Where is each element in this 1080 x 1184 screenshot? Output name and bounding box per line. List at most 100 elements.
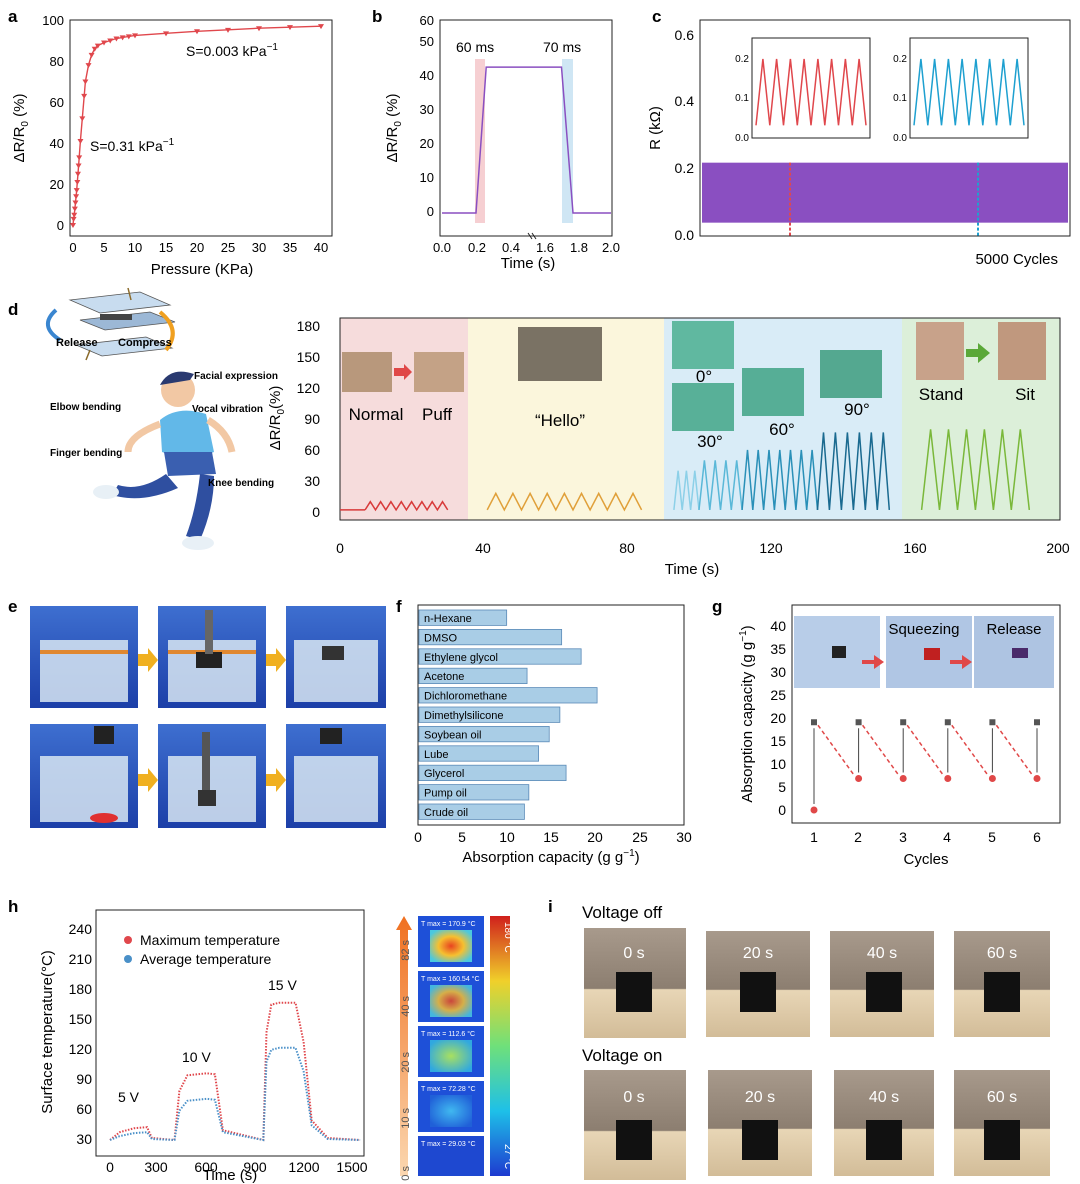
- panel-h: 0 300 600 900 1200 1500 30 60 90 120 150…: [39, 909, 513, 1184]
- panel-a-xtick: 20: [190, 240, 204, 255]
- panel-c-ytick: 0.6: [675, 27, 695, 43]
- panel-g-ytick: 15: [770, 733, 786, 749]
- panel-a-point: [77, 138, 84, 144]
- panel-a-frame: [69, 19, 333, 237]
- panel-g-xtick: 5: [988, 829, 996, 845]
- segment-label-hello: “Hello”: [535, 411, 585, 430]
- panel-c-inset-tick: 0.1: [735, 93, 749, 104]
- panel-g-xtick: 2: [854, 829, 862, 845]
- panel-h-series: [109, 1046, 361, 1142]
- panel-b-ylabel: ΔR/R0 (%): [384, 94, 404, 163]
- panel-d-ytick: 120: [297, 380, 321, 396]
- panel-d-ytick: 90: [304, 411, 320, 427]
- row-title-voltage-on: Voltage on: [582, 1046, 662, 1065]
- panel-b-plot: [442, 66, 611, 214]
- photo-finger-60: [742, 368, 804, 416]
- photo-beaker-5: [158, 724, 266, 828]
- panel-g-xtick: 4: [943, 829, 951, 845]
- panel-g-down-arrow: [906, 724, 944, 775]
- panel-g-frame: [791, 604, 1061, 824]
- photo-label-squeezing: Squeezing: [889, 621, 960, 638]
- panel-d-segment-labels: Normal Puff “Hello” 0° 30° 60° 90° Stand…: [349, 367, 1036, 451]
- panel-f-bar: [418, 609, 508, 626]
- photo-knee-stand: [916, 322, 964, 380]
- schematic-label-finger: Finger bending: [50, 448, 122, 459]
- panel-a-point: [81, 93, 88, 99]
- panel-a-point: [113, 36, 120, 42]
- panel-h-yticks: 30 60 90 120 150 180 210 240: [69, 921, 93, 1147]
- panel-f-bar: [418, 648, 582, 665]
- panel-a-ytick: 60: [50, 95, 64, 110]
- panel-a-xtick: 25: [221, 240, 235, 255]
- panel-d-yticks: 0 30 60 90 120 150 180: [297, 318, 321, 520]
- panel-letter-e: e: [8, 597, 17, 616]
- panel-a-point: [74, 171, 81, 177]
- panel-b-ytick: 50: [420, 34, 434, 49]
- photo-knee-sit: [998, 322, 1046, 380]
- time-label: 40 s: [867, 945, 897, 962]
- panel-g-ytick: 40: [770, 618, 786, 634]
- panel-a-ytick: 20: [50, 177, 64, 192]
- panel-h-ytick: 90: [76, 1071, 92, 1087]
- panel-d-series: [920, 429, 1031, 510]
- panel-a-xtick: 10: [128, 240, 142, 255]
- thermal-image-10s-cool: [430, 1095, 472, 1127]
- panel-f-bar-label: Glycerol: [424, 768, 464, 780]
- thermal-tmax: T max = 112.6 °C: [421, 1030, 475, 1038]
- panel-letter-b: b: [372, 7, 382, 26]
- panel-a: 0 5 10 15 20 25 30 35 40 0 20 40 60 80 1…: [11, 13, 333, 278]
- panel-g-point-high: [855, 719, 862, 726]
- running-person-illustration: [93, 371, 236, 550]
- panel-h-ytick: 60: [76, 1101, 92, 1117]
- sample-block: [866, 972, 902, 1012]
- panel-a-point: [91, 46, 98, 52]
- panel-d-schematic: Release Compress Facial expression Elbow…: [46, 287, 278, 550]
- panel-h-frame: [95, 909, 365, 1157]
- thermal-tmax: T max = 29.03 °C: [421, 1140, 476, 1148]
- panel-b-xtick: 2.0: [602, 240, 620, 255]
- thermal-image-20s-warm: [430, 1040, 472, 1072]
- panel-h-ylabel: Surface temperature(°C): [39, 950, 56, 1114]
- panel-d-series: [741, 449, 819, 510]
- panel-b-xlabel: Time (s): [501, 255, 555, 272]
- panel-c-frame: [699, 19, 1071, 237]
- segment-label-90deg: 90°: [844, 400, 870, 419]
- panel-f-bar-label: Crude oil: [424, 807, 468, 819]
- time-arrow-label: 40 s: [400, 996, 412, 1017]
- panel-b-label-fall: 70 ms: [543, 39, 581, 55]
- panel-d-ytick: 30: [304, 473, 320, 489]
- panel-b-label-rise: 60 ms: [456, 39, 494, 55]
- panel-d-ytick: 0: [312, 504, 320, 520]
- panel-h-ytick: 240: [69, 921, 93, 937]
- panel-g-point-low: [810, 806, 818, 814]
- panel-a-point: [72, 200, 79, 206]
- panel-g-point-high: [944, 719, 951, 726]
- panel-g-ytick: 20: [770, 710, 786, 726]
- panel-h-xticks: 0 300 600 900 1200 1500: [106, 1159, 368, 1175]
- panel-f-bar: [418, 784, 530, 801]
- panel-g-xticks: 1 2 3 4 5 6: [810, 829, 1041, 845]
- panel-f-xtick: 10: [499, 829, 515, 845]
- panel-d-series: [486, 491, 643, 512]
- panel-f-bar: [418, 726, 550, 743]
- time-label: 60 s: [987, 1089, 1017, 1106]
- panel-h-plot: [109, 1001, 361, 1142]
- volt-label-10v: 10 V: [182, 1049, 211, 1065]
- panel-f-frame: [417, 604, 685, 826]
- schematic-label-knee: Knee bending: [208, 478, 274, 489]
- panel-c-ytick: 0.0: [675, 227, 695, 243]
- panel-d-series: [698, 460, 743, 510]
- row-title-voltage-off: Voltage off: [582, 903, 662, 922]
- panel-h-xlabel: Time (s): [203, 1167, 257, 1184]
- thermal-tmax: T max = 170.9 °C: [421, 920, 476, 928]
- panel-a-annot-low: S=0.31 kPa−1: [90, 137, 175, 154]
- panel-b-ytick: 30: [420, 102, 434, 117]
- panel-d-frame: [339, 317, 1061, 521]
- segment-label-60deg: 60°: [769, 420, 795, 439]
- panel-a-point: [70, 223, 76, 228]
- thermal-tmax: T max = 72.28 °C: [421, 1085, 476, 1093]
- panel-g-down-arrow: [995, 724, 1033, 775]
- time-label: 0 s: [623, 945, 644, 962]
- panel-g-xtick: 1: [810, 829, 818, 845]
